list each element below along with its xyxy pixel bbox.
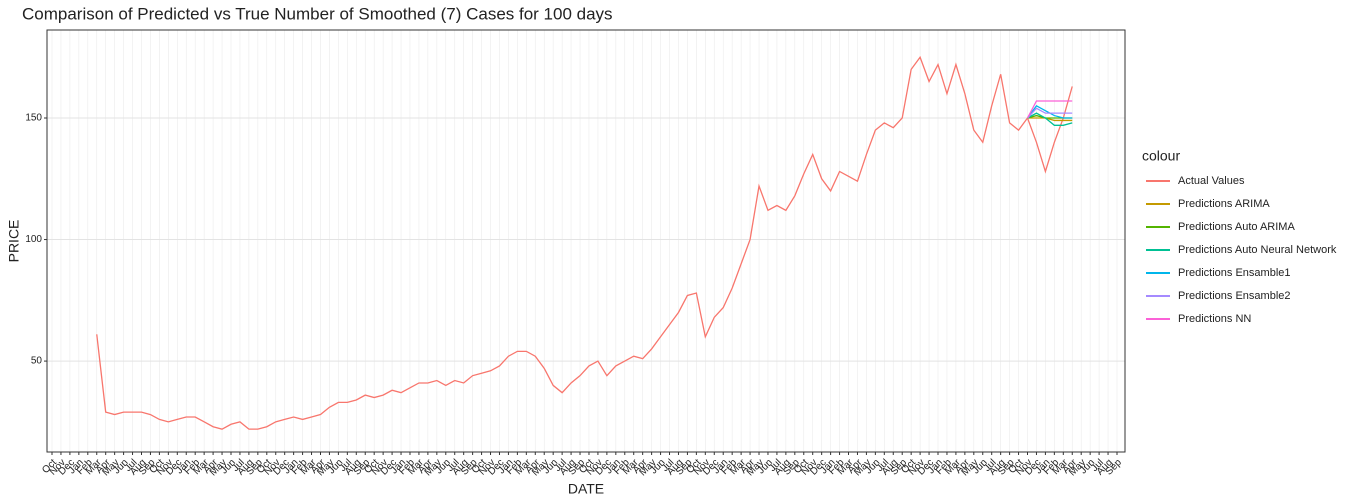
legend-label: Predictions Auto Neural Network bbox=[1178, 244, 1337, 256]
legend-title: colour bbox=[1142, 148, 1180, 164]
series-line bbox=[1026, 100, 1073, 119]
x-axis-label: DATE bbox=[568, 481, 604, 497]
legend-label: Predictions Ensamble2 bbox=[1178, 290, 1291, 302]
y-tick-label: 50 bbox=[31, 356, 43, 367]
y-tick-label: 150 bbox=[25, 113, 42, 124]
legend-label: Predictions Ensamble1 bbox=[1178, 267, 1291, 279]
series-line bbox=[1027, 112, 1073, 126]
y-tick-label: 100 bbox=[25, 234, 42, 245]
legend-label: Predictions NN bbox=[1178, 313, 1251, 325]
legend-label: Predictions Auto ARIMA bbox=[1178, 221, 1295, 233]
y-axis-label: PRICE bbox=[6, 220, 22, 263]
plot-border bbox=[46, 29, 1126, 453]
legend-label: Predictions ARIMA bbox=[1178, 198, 1270, 210]
chart-title: Comparison of Predicted vs True Number o… bbox=[22, 4, 613, 23]
series-line bbox=[1027, 107, 1073, 119]
series-line bbox=[96, 55, 1073, 430]
series-line bbox=[1027, 117, 1073, 122]
legend-label: Actual Values bbox=[1178, 175, 1245, 187]
plot-background bbox=[47, 30, 1125, 452]
